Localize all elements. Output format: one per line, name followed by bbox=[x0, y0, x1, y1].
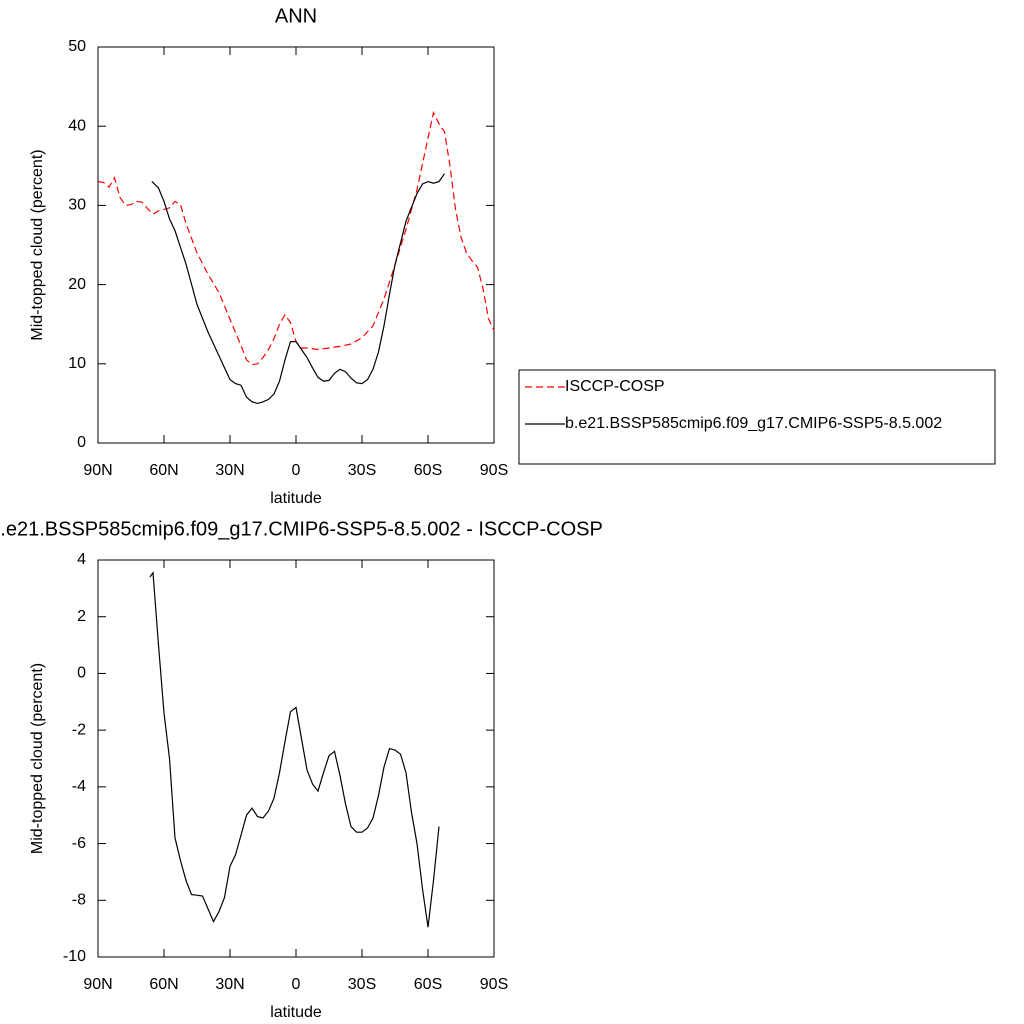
y-tick-label: 20 bbox=[68, 276, 86, 293]
x-tick-label: 30S bbox=[348, 462, 376, 479]
y-tick-label: 0 bbox=[77, 434, 86, 451]
y-tick-label: -2 bbox=[72, 721, 86, 738]
x-tick-label: 90S bbox=[480, 976, 508, 993]
data-line bbox=[151, 173, 445, 405]
x-axis-label: latitude bbox=[270, 490, 322, 507]
data-line bbox=[97, 110, 495, 366]
legend-label: b.e21.BSSP585cmip6.f09_g17.CMIP6-SSP5-8.… bbox=[565, 415, 942, 432]
y-tick-label: -8 bbox=[72, 892, 86, 909]
x-tick-label: 0 bbox=[292, 976, 301, 993]
y-tick-label: 2 bbox=[77, 608, 86, 625]
legend-box bbox=[518, 369, 996, 465]
x-tick-label: 90S bbox=[480, 462, 508, 479]
x-tick-label: 90N bbox=[83, 462, 112, 479]
x-tick-label: 60N bbox=[149, 462, 178, 479]
y-tick-label: 50 bbox=[68, 38, 86, 55]
y-axis-label: Mid-topped cloud (percent) bbox=[29, 149, 46, 340]
y-tick-label: 10 bbox=[68, 355, 86, 372]
y-tick-label: 0 bbox=[77, 665, 86, 682]
y-axis-label: Mid-topped cloud (percent) bbox=[29, 663, 46, 854]
plot-frame bbox=[97, 559, 495, 958]
plot-frame bbox=[97, 46, 495, 444]
chart-title: b.e21.BSSP585cmip6.f09_g17.CMIP6-SSP5-8.… bbox=[0, 518, 603, 540]
x-tick-label: 30N bbox=[215, 462, 244, 479]
legend-label: ISCCP-COSP bbox=[565, 378, 665, 395]
y-tick-label: -4 bbox=[72, 778, 86, 795]
x-tick-label: 30S bbox=[348, 976, 376, 993]
x-tick-label: 60S bbox=[414, 976, 442, 993]
y-tick-label: 40 bbox=[68, 117, 86, 134]
x-axis-label: latitude bbox=[270, 1004, 322, 1021]
y-tick-label: 4 bbox=[77, 551, 86, 568]
x-tick-label: 60S bbox=[414, 462, 442, 479]
x-tick-label: 60N bbox=[149, 976, 178, 993]
y-tick-label: -6 bbox=[72, 835, 86, 852]
x-tick-label: 90N bbox=[83, 976, 112, 993]
x-tick-label: 0 bbox=[292, 462, 301, 479]
x-tick-label: 30N bbox=[215, 976, 244, 993]
data-line bbox=[149, 571, 440, 928]
y-tick-label: 30 bbox=[68, 197, 86, 214]
chart-title: ANN bbox=[275, 5, 317, 27]
y-tick-label: -10 bbox=[63, 948, 86, 965]
